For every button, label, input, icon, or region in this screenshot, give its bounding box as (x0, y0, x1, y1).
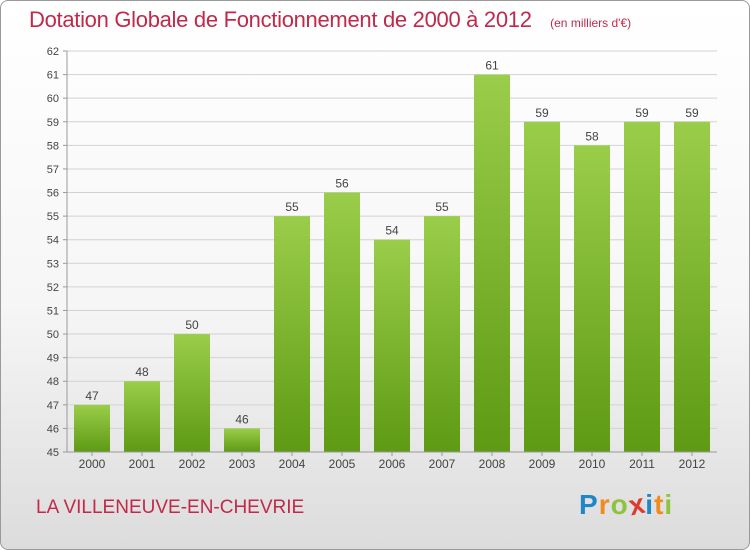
brand-letter: t (654, 489, 665, 520)
y-tick-label: 56 (47, 188, 59, 200)
x-tick-label: 2010 (579, 457, 606, 471)
x-tick-label: 2011 (629, 457, 655, 471)
y-tick-label: 60 (47, 93, 59, 105)
brand-letter: i (664, 489, 674, 520)
y-tick-label: 48 (47, 376, 59, 388)
brand-letter: r (598, 489, 611, 520)
y-tick-label: 57 (47, 164, 59, 176)
chart-title: Dotation Globale de Fonctionnement de 20… (29, 7, 532, 32)
data-label: 59 (535, 106, 549, 120)
brand-letter: o (610, 489, 629, 520)
x-tick-label: 2006 (379, 457, 406, 471)
data-label: 59 (635, 106, 649, 120)
y-tick-label: 58 (47, 140, 59, 152)
x-tick-label: 2009 (529, 457, 556, 471)
location-name: LA VILLENEUVE-EN-CHEVRIE (36, 497, 305, 518)
bar (574, 145, 610, 452)
x-tick-label: 2002 (179, 457, 206, 471)
y-tick-label: 51 (47, 305, 59, 317)
y-tick-label: 45 (47, 447, 59, 459)
data-label: 55 (285, 200, 299, 214)
y-tick-label: 54 (47, 235, 59, 247)
y-tick-label: 49 (47, 353, 59, 365)
brand-logo: Proxiti (579, 488, 674, 522)
x-tick-label: 2008 (479, 457, 506, 471)
data-label: 50 (185, 318, 199, 332)
title-row: Dotation Globale de Fonctionnement de 20… (29, 7, 631, 33)
y-tick-label: 62 (47, 46, 59, 58)
data-label: 58 (585, 129, 599, 143)
bar (124, 381, 160, 452)
x-tick-label: 2001 (129, 457, 156, 471)
y-tick-label: 61 (47, 70, 59, 82)
x-tick-label: 2005 (329, 457, 356, 471)
data-label: 61 (485, 59, 499, 73)
bar (74, 404, 110, 452)
chart-unit: (en milliers d'€) (550, 16, 632, 30)
x-tick-label: 2007 (429, 457, 456, 471)
data-label: 47 (85, 389, 99, 403)
bar (424, 216, 460, 452)
x-tick-label: 2003 (229, 457, 256, 471)
x-tick-label: 2004 (279, 457, 306, 471)
bar (324, 192, 360, 452)
bar (374, 239, 410, 452)
bar (474, 74, 510, 453)
data-label: 54 (385, 224, 399, 238)
data-label: 48 (135, 365, 149, 379)
x-tick-label: 2000 (79, 457, 106, 471)
data-label: 59 (685, 106, 699, 120)
bar (524, 121, 560, 452)
y-tick-label: 46 (47, 423, 59, 435)
data-label: 55 (435, 200, 449, 214)
bar (624, 121, 660, 452)
brand-letter: i (645, 489, 655, 520)
y-tick-label: 52 (47, 282, 59, 294)
y-tick-label: 53 (47, 258, 59, 270)
bar (174, 334, 210, 452)
bar (274, 216, 310, 452)
brand-letter: P (579, 489, 599, 520)
y-tick-label: 59 (47, 117, 59, 129)
data-label: 56 (335, 177, 349, 191)
data-label: 46 (235, 412, 249, 426)
y-tick-label: 50 (47, 329, 59, 341)
y-tick-label: 47 (47, 400, 59, 412)
bar (224, 428, 260, 452)
bar (674, 121, 710, 452)
y-tick-label: 55 (47, 211, 59, 223)
x-tick-label: 2012 (679, 457, 706, 471)
